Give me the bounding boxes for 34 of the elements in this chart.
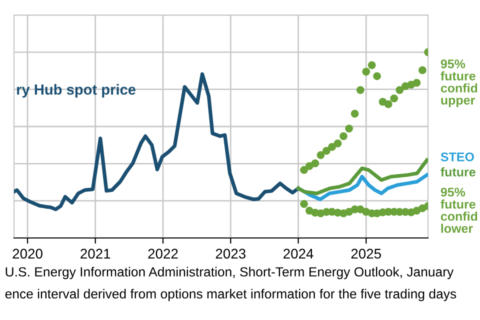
point [345,208,354,216]
point [340,132,348,140]
point [311,159,320,168]
point [362,68,370,76]
point [345,124,354,132]
point [300,166,308,174]
point [300,200,308,208]
point [412,78,421,87]
x-tick-label: 2023 [216,248,246,259]
point [322,146,330,155]
point [305,162,314,170]
text: ry Hub spot price [17,84,136,98]
point [390,94,398,102]
series-label: future [440,167,476,176]
series-label: STEO [440,152,474,162]
point [418,66,426,74]
x-tick-label: 2020 [12,248,42,259]
point [350,110,359,118]
series-label: 95% future confid upper [440,59,478,108]
x-tick-label: 2024 [284,248,314,259]
point [328,142,336,151]
x-tick-label: 2022 [148,248,178,259]
point [396,86,404,94]
point [334,139,342,148]
series-label: 95% future confid lower [440,188,478,233]
point [373,72,381,80]
text: ence interval derived from options market information for the five trading days [5,288,456,302]
point [368,61,376,70]
point [316,151,325,160]
point [384,100,392,108]
x-tick-label: 2021 [80,248,110,259]
point [356,86,364,94]
text: U.S. Energy Information Administration, Short-Term Energy Outlook, January [6,266,454,280]
x-tick-label: 2025 [351,248,381,259]
